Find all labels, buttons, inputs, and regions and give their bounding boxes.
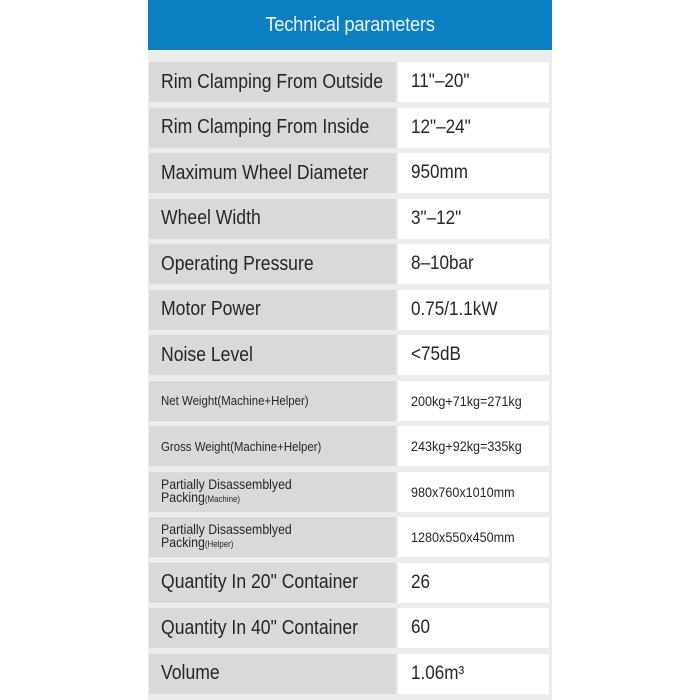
row-label: Operating Pressure bbox=[161, 252, 314, 275]
row-value: 1280x550x450mm bbox=[411, 529, 515, 545]
row-label-line2: Packing bbox=[161, 488, 205, 505]
row-value: 0.75/1.1kW bbox=[411, 298, 498, 320]
row-label-sub: (Helper) bbox=[204, 539, 234, 549]
row-value: 3"–12" bbox=[411, 207, 462, 229]
row-label: Rim Clamping From Inside bbox=[161, 116, 370, 138]
row-value: 12"–24" bbox=[411, 116, 471, 138]
row-label: Wheel Width bbox=[161, 207, 261, 229]
row-value: 8–10bar bbox=[411, 253, 474, 274]
row-label: Noise Level bbox=[161, 343, 253, 366]
table-row: Rim Clamping From Inside 12"–24" bbox=[149, 107, 549, 148]
row-label: Maximum Wheel Diameter bbox=[161, 161, 369, 184]
table-row: Gross Weight(Machine+Helper) 243kg+92kg=3… bbox=[149, 426, 549, 466]
table-row: Motor Power 0.75/1.1kW bbox=[149, 289, 549, 330]
table-row: Quantity In 20" Container 26 bbox=[149, 562, 549, 603]
row-value: 243kg+92kg=335kg bbox=[411, 438, 522, 454]
table-row: Noise Level <75dB bbox=[149, 335, 549, 375]
row-label: Partially Disassemblyed bbox=[161, 475, 292, 492]
row-value: 26 bbox=[411, 571, 431, 593]
table-row: Rim Clamping From Outside 11"–20" bbox=[149, 62, 549, 102]
table-row: Net Weight(Machine+Helper) 200kg+71kg=271… bbox=[149, 380, 549, 421]
table-row: Wheel Width 3"–12" bbox=[149, 198, 549, 239]
row-label-line2: Packing bbox=[161, 534, 205, 550]
table-row: Maximum Wheel Diameter 950mm bbox=[149, 153, 549, 193]
row-value: 11"–20" bbox=[411, 71, 470, 92]
table-row: Volume 1.06m³ bbox=[149, 653, 549, 694]
header-bar: Technical parameters bbox=[148, 0, 552, 50]
row-label: Quantity In 20" Container bbox=[161, 571, 359, 593]
table-row: Partially Disassemblyed Packing(Helper) 12… bbox=[149, 517, 549, 557]
table-row: Partially Disassemblyed Packing(Machine) 9… bbox=[149, 471, 549, 512]
row-label: Volume bbox=[161, 662, 220, 684]
row-value: <75dB bbox=[411, 344, 461, 365]
row-label: Net Weight(Machine+Helper) bbox=[161, 393, 309, 408]
row-label: Rim Clamping From Outside bbox=[161, 70, 384, 93]
technical-parameters-panel: Technical parameters Rim Clamping From O… bbox=[148, 0, 552, 700]
row-label: Quantity In 40" Container bbox=[161, 616, 359, 639]
table-row: Quantity In 40" Container 60 bbox=[149, 608, 549, 648]
row-label: Gross Weight(Machine+Helper) bbox=[161, 438, 322, 454]
row-value: 980x760x1010mm bbox=[411, 483, 515, 500]
parameters-table: Rim Clamping From Outside 11"–20" Rim Cla… bbox=[149, 62, 549, 699]
row-label-sub: (Machine) bbox=[204, 493, 241, 504]
row-label: Partially Disassemblyed bbox=[161, 521, 292, 537]
panel-title: Technical parameters bbox=[164, 0, 536, 50]
row-value: 200kg+71kg=271kg bbox=[411, 392, 522, 409]
row-value: 60 bbox=[411, 617, 431, 638]
row-value: 1.06m³ bbox=[411, 662, 465, 684]
table-row: Operating Pressure 8–10bar bbox=[149, 244, 549, 284]
row-value: 950mm bbox=[411, 162, 469, 183]
row-label: Motor Power bbox=[161, 298, 261, 320]
